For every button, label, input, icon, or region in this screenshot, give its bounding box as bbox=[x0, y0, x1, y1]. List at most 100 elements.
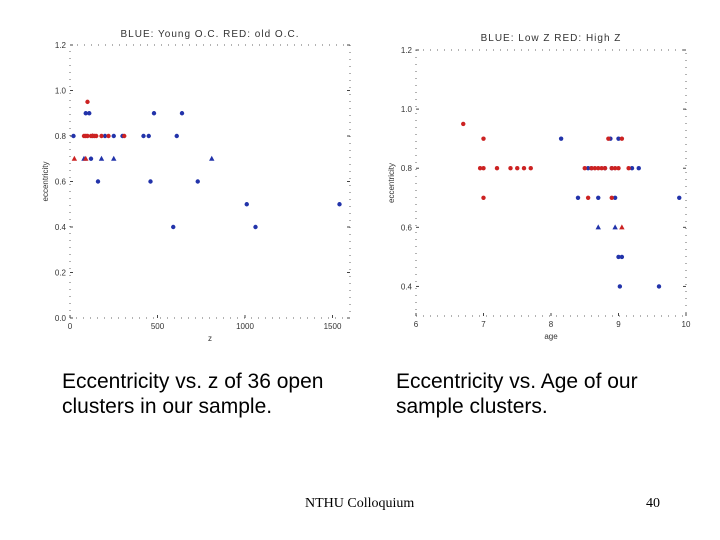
y-tick-label: 0.8 bbox=[55, 132, 67, 141]
data-point bbox=[636, 166, 641, 171]
y-tick-label: 1.0 bbox=[55, 87, 67, 96]
data-point-triangle bbox=[619, 224, 625, 230]
y-tick-label: 0.6 bbox=[55, 178, 67, 187]
y-axis-label: eccentricity bbox=[41, 161, 50, 201]
data-point bbox=[174, 133, 179, 139]
y-tick-label: 0.2 bbox=[55, 269, 67, 278]
x-tick-label: 7 bbox=[481, 320, 486, 329]
caption-right: Eccentricity vs. Age of our sample clust… bbox=[396, 370, 638, 418]
data-point bbox=[585, 166, 591, 171]
data-point bbox=[616, 136, 621, 141]
x-tick-label: 1500 bbox=[324, 322, 342, 331]
x-axis-label: age bbox=[544, 332, 558, 341]
data-point bbox=[481, 166, 486, 171]
data-point bbox=[612, 195, 618, 200]
data-point-triangle bbox=[612, 224, 618, 230]
data-point bbox=[617, 284, 623, 289]
data-point-triangle bbox=[595, 224, 601, 230]
data-point bbox=[609, 195, 614, 200]
chart-title: BLUE: Low Z RED: High Z bbox=[481, 33, 622, 44]
y-tick-label: 1.2 bbox=[401, 46, 413, 55]
data-point-triangle bbox=[98, 155, 105, 161]
data-point bbox=[83, 111, 88, 116]
data-point bbox=[606, 136, 611, 141]
chart-title: BLUE: Young O.C. RED: old O.C. bbox=[121, 29, 300, 40]
data-point bbox=[141, 133, 146, 139]
data-point bbox=[146, 133, 151, 139]
x-tick-label: 10 bbox=[682, 320, 691, 329]
y-axis-label: eccentricity bbox=[387, 163, 396, 203]
data-point bbox=[609, 166, 614, 171]
y-tick-label: 0.8 bbox=[401, 164, 413, 173]
footer-text: NTHU Colloquium bbox=[305, 496, 415, 511]
data-point bbox=[85, 133, 90, 139]
data-point bbox=[656, 284, 662, 289]
x-tick-label: 6 bbox=[414, 320, 419, 329]
data-point bbox=[616, 166, 621, 171]
data-point bbox=[619, 254, 625, 260]
data-point-triangle bbox=[209, 155, 215, 161]
data-point bbox=[95, 179, 101, 184]
data-point bbox=[481, 136, 486, 141]
y-tick-label: 1.2 bbox=[55, 41, 67, 50]
plot-frame bbox=[69, 44, 351, 319]
data-point bbox=[612, 166, 618, 171]
x-tick-label: 8 bbox=[549, 320, 554, 329]
data-point bbox=[171, 224, 176, 230]
data-point bbox=[521, 166, 527, 171]
caption-left: Eccentricity vs. z of 36 open clusters i… bbox=[62, 370, 324, 418]
data-point bbox=[253, 224, 258, 230]
x-axis-label: z bbox=[208, 334, 212, 343]
y-tick-label: 0.0 bbox=[55, 314, 67, 323]
data-point bbox=[102, 133, 108, 139]
data-point bbox=[122, 133, 127, 139]
data-point bbox=[602, 166, 608, 171]
data-point bbox=[111, 133, 116, 139]
data-point bbox=[599, 166, 604, 171]
data-point bbox=[508, 166, 513, 171]
data-point bbox=[596, 195, 601, 200]
data-point bbox=[515, 166, 520, 171]
data-point-triangle bbox=[111, 155, 117, 161]
data-point bbox=[582, 166, 587, 171]
data-point-triangle bbox=[71, 155, 78, 161]
data-point bbox=[589, 166, 594, 171]
data-point bbox=[629, 166, 635, 171]
x-tick-label: 0 bbox=[68, 322, 73, 331]
y-tick-label: 0.4 bbox=[55, 223, 67, 232]
data-point bbox=[477, 166, 483, 171]
data-point bbox=[337, 202, 342, 207]
data-point bbox=[616, 254, 621, 260]
data-point bbox=[558, 136, 564, 141]
plot-frame bbox=[415, 49, 687, 317]
y-tick-label: 1.0 bbox=[401, 105, 413, 114]
data-point bbox=[94, 133, 99, 139]
data-point bbox=[85, 99, 90, 105]
data-point bbox=[179, 111, 185, 116]
data-point bbox=[626, 166, 631, 171]
data-point bbox=[528, 166, 533, 171]
chart-z-eccentricity: BLUE: Young O.C. RED: old O.C. 0.0 0.2 0.4 0… bbox=[41, 29, 351, 343]
data-point bbox=[106, 133, 111, 139]
y-tick-label: 0.6 bbox=[401, 223, 413, 232]
data-point bbox=[585, 195, 591, 200]
data-point bbox=[88, 156, 94, 161]
data-point bbox=[677, 195, 682, 200]
data-point bbox=[195, 179, 200, 184]
x-tick-label: 500 bbox=[151, 322, 165, 331]
data-point bbox=[71, 133, 76, 139]
x-tick-label: 1000 bbox=[236, 322, 254, 331]
data-point bbox=[151, 111, 157, 116]
data-point bbox=[481, 195, 486, 200]
data-point bbox=[494, 166, 500, 171]
page-number: 40 bbox=[646, 496, 660, 511]
data-point bbox=[575, 195, 581, 200]
data-point-triangle bbox=[90, 133, 96, 138]
y-tick-label: 0.4 bbox=[401, 282, 413, 291]
data-point bbox=[461, 121, 466, 127]
data-point bbox=[148, 179, 153, 184]
x-tick-label: 9 bbox=[616, 320, 621, 329]
data-point-triangle bbox=[83, 155, 89, 161]
data-point bbox=[99, 133, 104, 139]
